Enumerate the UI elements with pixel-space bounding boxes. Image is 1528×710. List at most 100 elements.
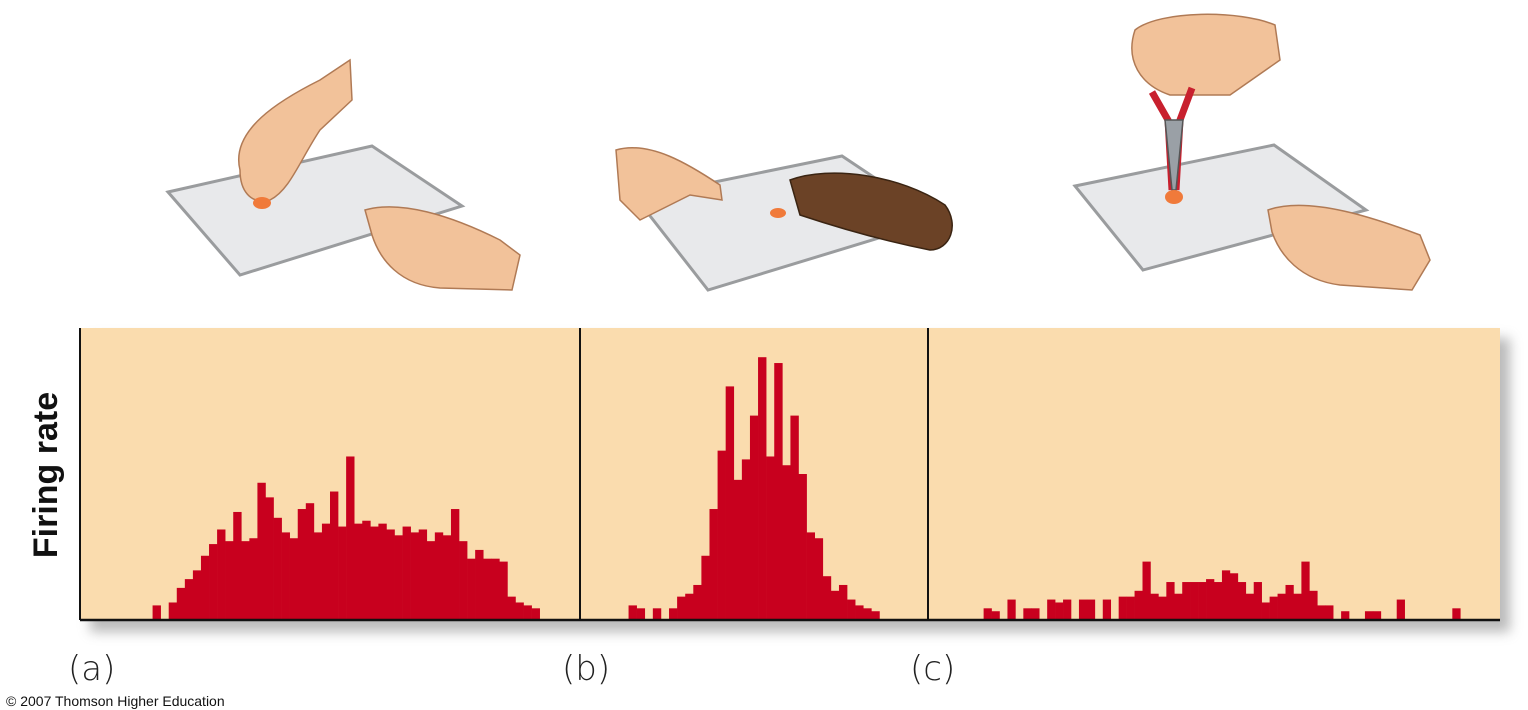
bar bbox=[273, 517, 282, 620]
bar bbox=[1317, 605, 1326, 620]
illustration-c bbox=[1072, 13, 1431, 291]
bar bbox=[814, 538, 824, 620]
bar bbox=[1102, 599, 1112, 620]
bar bbox=[991, 611, 1000, 620]
bar bbox=[1309, 590, 1318, 620]
bar bbox=[523, 605, 532, 620]
bar bbox=[628, 605, 637, 620]
bar bbox=[410, 532, 420, 620]
bar bbox=[1301, 561, 1310, 620]
bar bbox=[717, 450, 726, 620]
bar bbox=[677, 596, 686, 620]
bar bbox=[152, 605, 161, 620]
bar bbox=[847, 599, 856, 620]
bar bbox=[693, 584, 702, 620]
bar bbox=[217, 529, 226, 620]
bar bbox=[1269, 596, 1278, 620]
bar bbox=[798, 474, 807, 620]
bar bbox=[1086, 599, 1096, 620]
bar bbox=[806, 532, 815, 620]
bar bbox=[184, 579, 194, 620]
bar bbox=[790, 415, 799, 620]
bar bbox=[297, 509, 307, 620]
bar bbox=[338, 526, 347, 620]
bar bbox=[491, 558, 500, 620]
bar bbox=[1198, 582, 1207, 620]
illustration-b bbox=[615, 147, 953, 292]
bar bbox=[402, 526, 411, 620]
bar bbox=[499, 561, 508, 620]
bar bbox=[863, 608, 872, 620]
bar bbox=[758, 357, 767, 620]
bar bbox=[176, 587, 186, 620]
bar bbox=[652, 608, 662, 620]
bar bbox=[855, 605, 864, 620]
y-axis-label: Firing rate bbox=[27, 392, 65, 558]
bar bbox=[766, 456, 775, 620]
bar bbox=[1078, 599, 1088, 620]
bar bbox=[1031, 608, 1040, 620]
bar bbox=[1055, 602, 1064, 620]
bar bbox=[1341, 611, 1350, 620]
bar bbox=[782, 465, 791, 620]
bar bbox=[1118, 596, 1127, 620]
plot: (a) (b) (c) bbox=[68, 328, 1500, 689]
bar bbox=[370, 526, 379, 620]
bar bbox=[305, 503, 315, 620]
bar bbox=[467, 558, 476, 620]
bar bbox=[1007, 599, 1016, 620]
bar bbox=[822, 576, 832, 620]
bar bbox=[459, 541, 468, 620]
bar bbox=[418, 529, 428, 620]
bar bbox=[378, 523, 387, 620]
bar bbox=[321, 523, 331, 620]
bar bbox=[515, 602, 524, 620]
bar bbox=[1134, 590, 1143, 620]
bar bbox=[1174, 593, 1183, 620]
bar bbox=[1293, 593, 1302, 620]
bar bbox=[1277, 593, 1286, 620]
bar bbox=[1261, 602, 1270, 620]
bar bbox=[669, 608, 678, 620]
bar bbox=[426, 541, 436, 620]
bar bbox=[1063, 599, 1072, 620]
bar bbox=[725, 386, 735, 620]
bar bbox=[1023, 608, 1032, 620]
bar bbox=[636, 608, 646, 620]
bar bbox=[1214, 582, 1223, 620]
bar bbox=[1396, 599, 1405, 620]
bar bbox=[434, 532, 444, 620]
bar bbox=[241, 541, 250, 620]
bar bbox=[531, 608, 540, 620]
bar bbox=[386, 529, 395, 620]
bar bbox=[233, 511, 242, 620]
bar bbox=[362, 520, 371, 620]
bar bbox=[774, 363, 783, 620]
panel-label: (c) bbox=[910, 649, 955, 689]
bar bbox=[192, 570, 202, 620]
bar bbox=[709, 509, 718, 620]
bar bbox=[1325, 605, 1334, 620]
bar bbox=[1285, 584, 1294, 620]
bar bbox=[741, 459, 751, 620]
bar bbox=[1047, 599, 1056, 620]
bar bbox=[1166, 582, 1175, 620]
bar bbox=[1372, 611, 1382, 620]
bar bbox=[1229, 573, 1239, 620]
bar bbox=[507, 596, 516, 620]
bar bbox=[733, 479, 743, 620]
bar bbox=[1182, 582, 1191, 620]
bar bbox=[1237, 582, 1247, 620]
bar bbox=[330, 491, 339, 620]
bar bbox=[830, 590, 840, 620]
bar bbox=[1190, 582, 1199, 620]
bar bbox=[354, 523, 363, 620]
bar bbox=[346, 456, 355, 620]
bar bbox=[257, 482, 266, 620]
bar bbox=[1158, 596, 1167, 620]
bar bbox=[1150, 593, 1159, 620]
panel-label: (b) bbox=[562, 649, 610, 689]
bar bbox=[1245, 593, 1255, 620]
bar bbox=[983, 608, 992, 620]
bar bbox=[249, 538, 258, 620]
